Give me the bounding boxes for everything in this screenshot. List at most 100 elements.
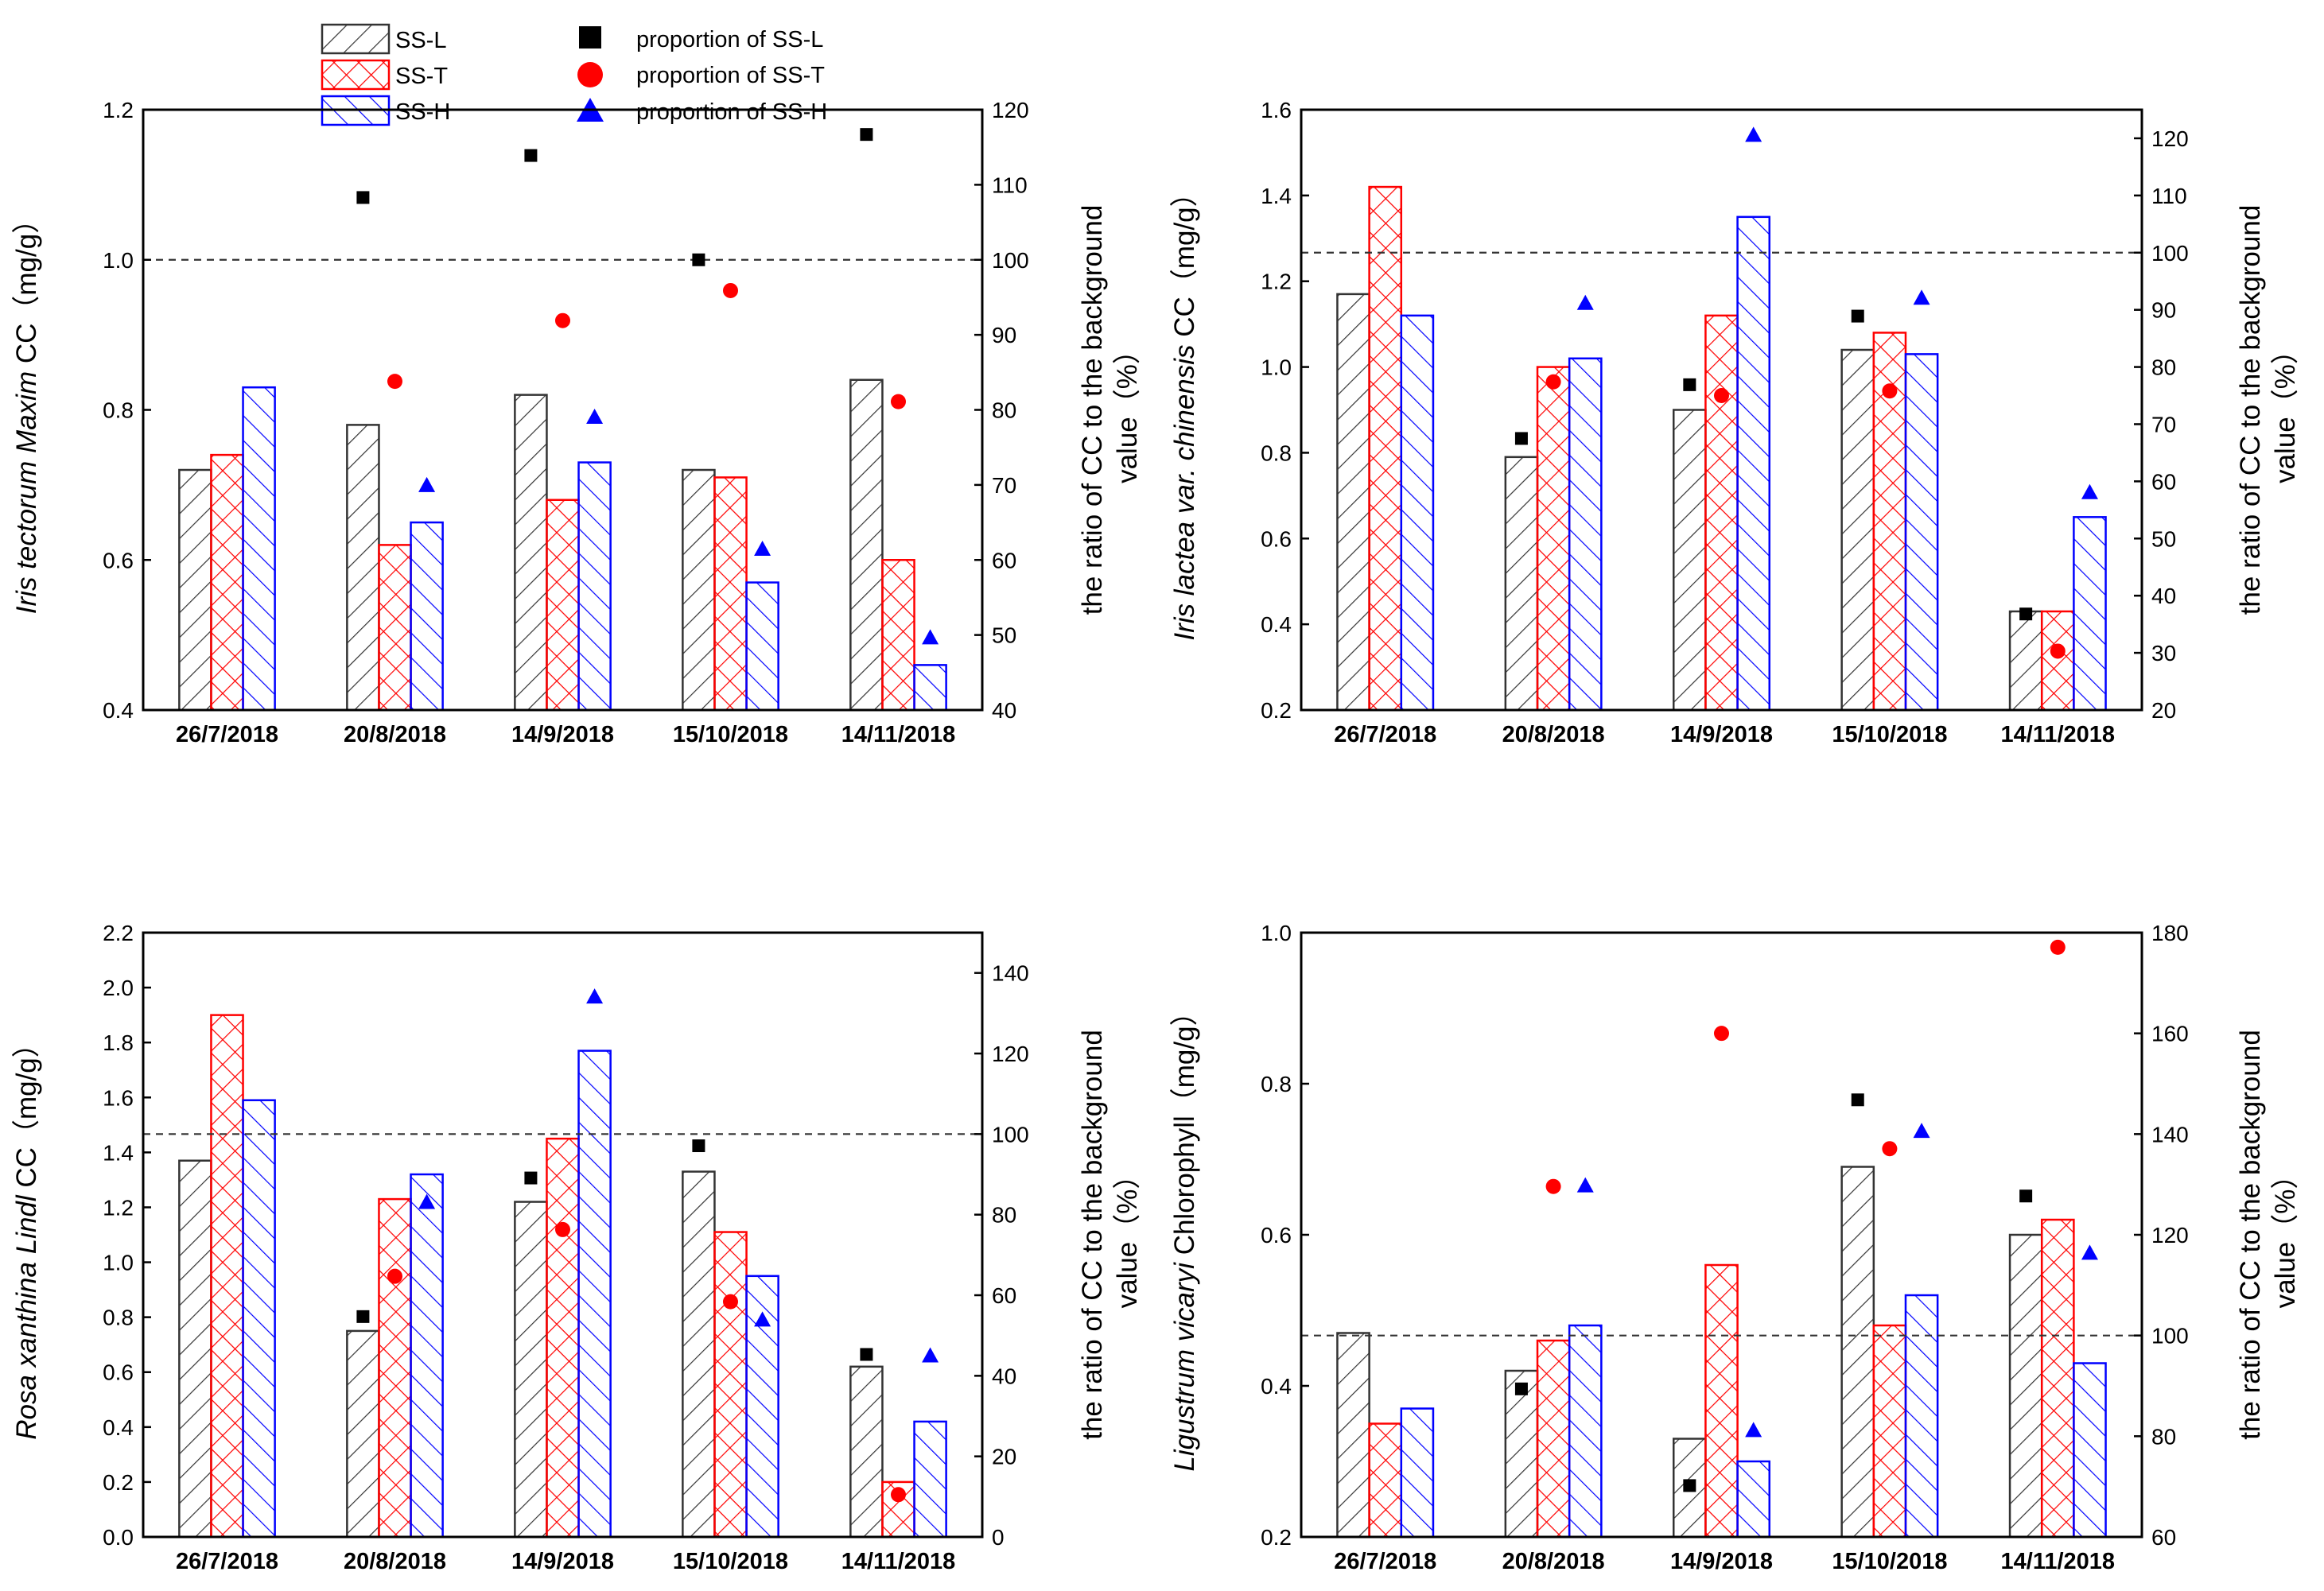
y2-tick-label: 70 — [2151, 412, 2176, 437]
proportion-marker-ss-l-4 — [1851, 1093, 1864, 1107]
bar-ss-l-4 — [1840, 1166, 1875, 1539]
proportion-marker-ss-t-5 — [2050, 643, 2066, 659]
y2-tick-label: 80 — [992, 1203, 1016, 1228]
y2-tick-label: 110 — [2151, 184, 2187, 208]
legend-circle-marker — [577, 62, 603, 87]
bar-ss-l-4 — [1840, 348, 1875, 712]
proportion-marker-ss-l-5 — [2019, 1189, 2033, 1203]
y-axis-label: Ligustrum vicaryi Chlorophyll（mg/g） — [1169, 998, 1200, 1471]
bar-ss-t-3 — [546, 499, 580, 712]
proportion-marker-ss-l-3 — [1683, 1479, 1696, 1492]
proportion-marker-ss-l-3 — [524, 1171, 538, 1185]
y2-axis-label: the ratio of CC to the background value（%… — [2235, 1030, 2301, 1440]
y2-tick-label: 90 — [2151, 298, 2176, 323]
y2-tick-label: 80 — [2151, 1424, 2176, 1449]
y2-axis-label-line-2: value（%） — [1112, 1162, 1143, 1309]
x-category-label: 26/7/2018 — [176, 1549, 278, 1574]
proportion-marker-ss-l-3 — [524, 149, 538, 162]
y2-tick-label: 40 — [992, 1364, 1016, 1388]
proportion-marker-ss-t-5 — [891, 394, 906, 409]
bar-ss-t-4 — [1872, 1324, 1907, 1539]
legend-swatch-ss-l — [321, 23, 391, 55]
bar-ss-l-3 — [1673, 1438, 1707, 1539]
y-tick-label: 0.6 — [103, 1360, 134, 1385]
x-category-label: 14/9/2018 — [1670, 1549, 1773, 1574]
proportion-marker-ss-h-3 — [586, 988, 604, 1004]
bar-ss-l-4 — [682, 468, 716, 712]
y-tick-label: 1.0 — [103, 248, 134, 273]
proportion-marker-ss-h-3 — [1745, 126, 1762, 142]
bar-ss-h-3 — [577, 461, 612, 712]
x-category-label: 26/7/2018 — [1334, 1549, 1436, 1574]
bar-ss-h-1 — [1400, 1407, 1435, 1539]
bar-ss-t-4 — [713, 476, 748, 712]
bar-ss-t-2 — [378, 544, 412, 712]
x-category-label: 20/8/2018 — [1502, 722, 1605, 747]
y2-axis-label: the ratio of CC to the background value（%… — [1077, 205, 1143, 615]
y-tick-label: 1.0 — [103, 1251, 134, 1275]
legend-item-proportion-ss-l: proportion of SS-L — [579, 26, 823, 52]
proportion-marker-ss-h-2 — [418, 1193, 436, 1209]
bar-ss-h-1 — [1400, 314, 1435, 712]
y-tick-label: 0.6 — [1261, 1223, 1292, 1248]
proportion-marker-ss-l-4 — [1851, 309, 1864, 323]
y-tick-label: 0.8 — [103, 398, 134, 423]
y-tick-label: 1.4 — [103, 1140, 134, 1165]
bar-ss-t-1 — [1368, 1422, 1403, 1539]
x-category-label: 15/10/2018 — [673, 1549, 788, 1574]
bar-ss-t-2 — [1536, 366, 1571, 712]
x-category-label: 15/10/2018 — [673, 722, 788, 747]
x-category-label: 14/9/2018 — [511, 722, 614, 747]
proportion-marker-ss-h-2 — [1576, 294, 1594, 310]
y-tick-label: 0.4 — [1261, 612, 1292, 637]
bar-ss-h-4 — [745, 581, 779, 712]
y-tick-label: 0.8 — [103, 1306, 134, 1330]
y2-tick-label: 20 — [2151, 698, 2176, 723]
x-category-label: 14/9/2018 — [511, 1549, 614, 1574]
proportion-marker-ss-h-4 — [1913, 1123, 1930, 1139]
bar-ss-l-4 — [682, 1170, 716, 1539]
y-tick-label: 0.2 — [103, 1470, 134, 1495]
bar-ss-l-2 — [1504, 456, 1539, 712]
proportion-marker-ss-l-2 — [1514, 432, 1528, 445]
legend-label-ss-h: SS-H — [395, 99, 450, 125]
bar-ss-l-5 — [2008, 1233, 2043, 1539]
y-tick-label: 0.2 — [1261, 698, 1292, 723]
bar-ss-h-1 — [242, 386, 276, 712]
bar-ss-h-5 — [2073, 1362, 2107, 1539]
y2-tick-label: 100 — [992, 248, 1029, 273]
proportion-marker-ss-t-4 — [1882, 1141, 1898, 1157]
y-tick-label: 1.2 — [103, 1195, 134, 1220]
legend-square-marker — [579, 26, 601, 49]
y-tick-label: 1.0 — [1261, 921, 1292, 945]
proportion-marker-ss-h-4 — [1913, 289, 1930, 305]
y2-tick-label: 0 — [992, 1525, 1005, 1550]
bar-ss-t-3 — [546, 1137, 580, 1539]
y-axis-label-part-2: CC（mg/g） — [1169, 179, 1200, 344]
legend-item-proportion-ss-h: proportion of SS-H — [577, 98, 827, 125]
proportion-marker-ss-h-2 — [418, 476, 436, 492]
proportion-marker-ss-l-5 — [860, 128, 873, 142]
proportion-marker-ss-t-2 — [1545, 1178, 1561, 1194]
legend-item-proportion-ss-t: proportion of SS-T — [577, 62, 825, 88]
y2-tick-label: 100 — [992, 1122, 1029, 1147]
y2-tick-label: 20 — [992, 1445, 1016, 1469]
bar-ss-l-1 — [1336, 1332, 1370, 1539]
bar-ss-l-3 — [514, 394, 548, 712]
legend-item-ss-t: SS-T — [321, 59, 448, 91]
y-axis-label: Iris tectorum Maxim CC（mg/g） — [11, 206, 42, 614]
bar-ss-l-5 — [849, 378, 884, 712]
proportion-marker-ss-t-3 — [1714, 1026, 1729, 1042]
y2-axis-label-line-1: the ratio of CC to the background — [1077, 205, 1108, 615]
bar-ss-t-1 — [1368, 185, 1403, 712]
y-tick-label: 1.6 — [1261, 98, 1292, 122]
proportion-marker-ss-l-3 — [1683, 378, 1696, 391]
bar-ss-t-5 — [881, 559, 915, 712]
proportion-marker-ss-t-4 — [723, 282, 738, 298]
x-category-label: 26/7/2018 — [176, 722, 278, 747]
bar-ss-h-2 — [410, 1173, 444, 1539]
proportion-marker-ss-h-4 — [754, 1311, 771, 1327]
bar-ss-h-3 — [577, 1050, 612, 1539]
bar-ss-h-5 — [913, 1420, 947, 1539]
